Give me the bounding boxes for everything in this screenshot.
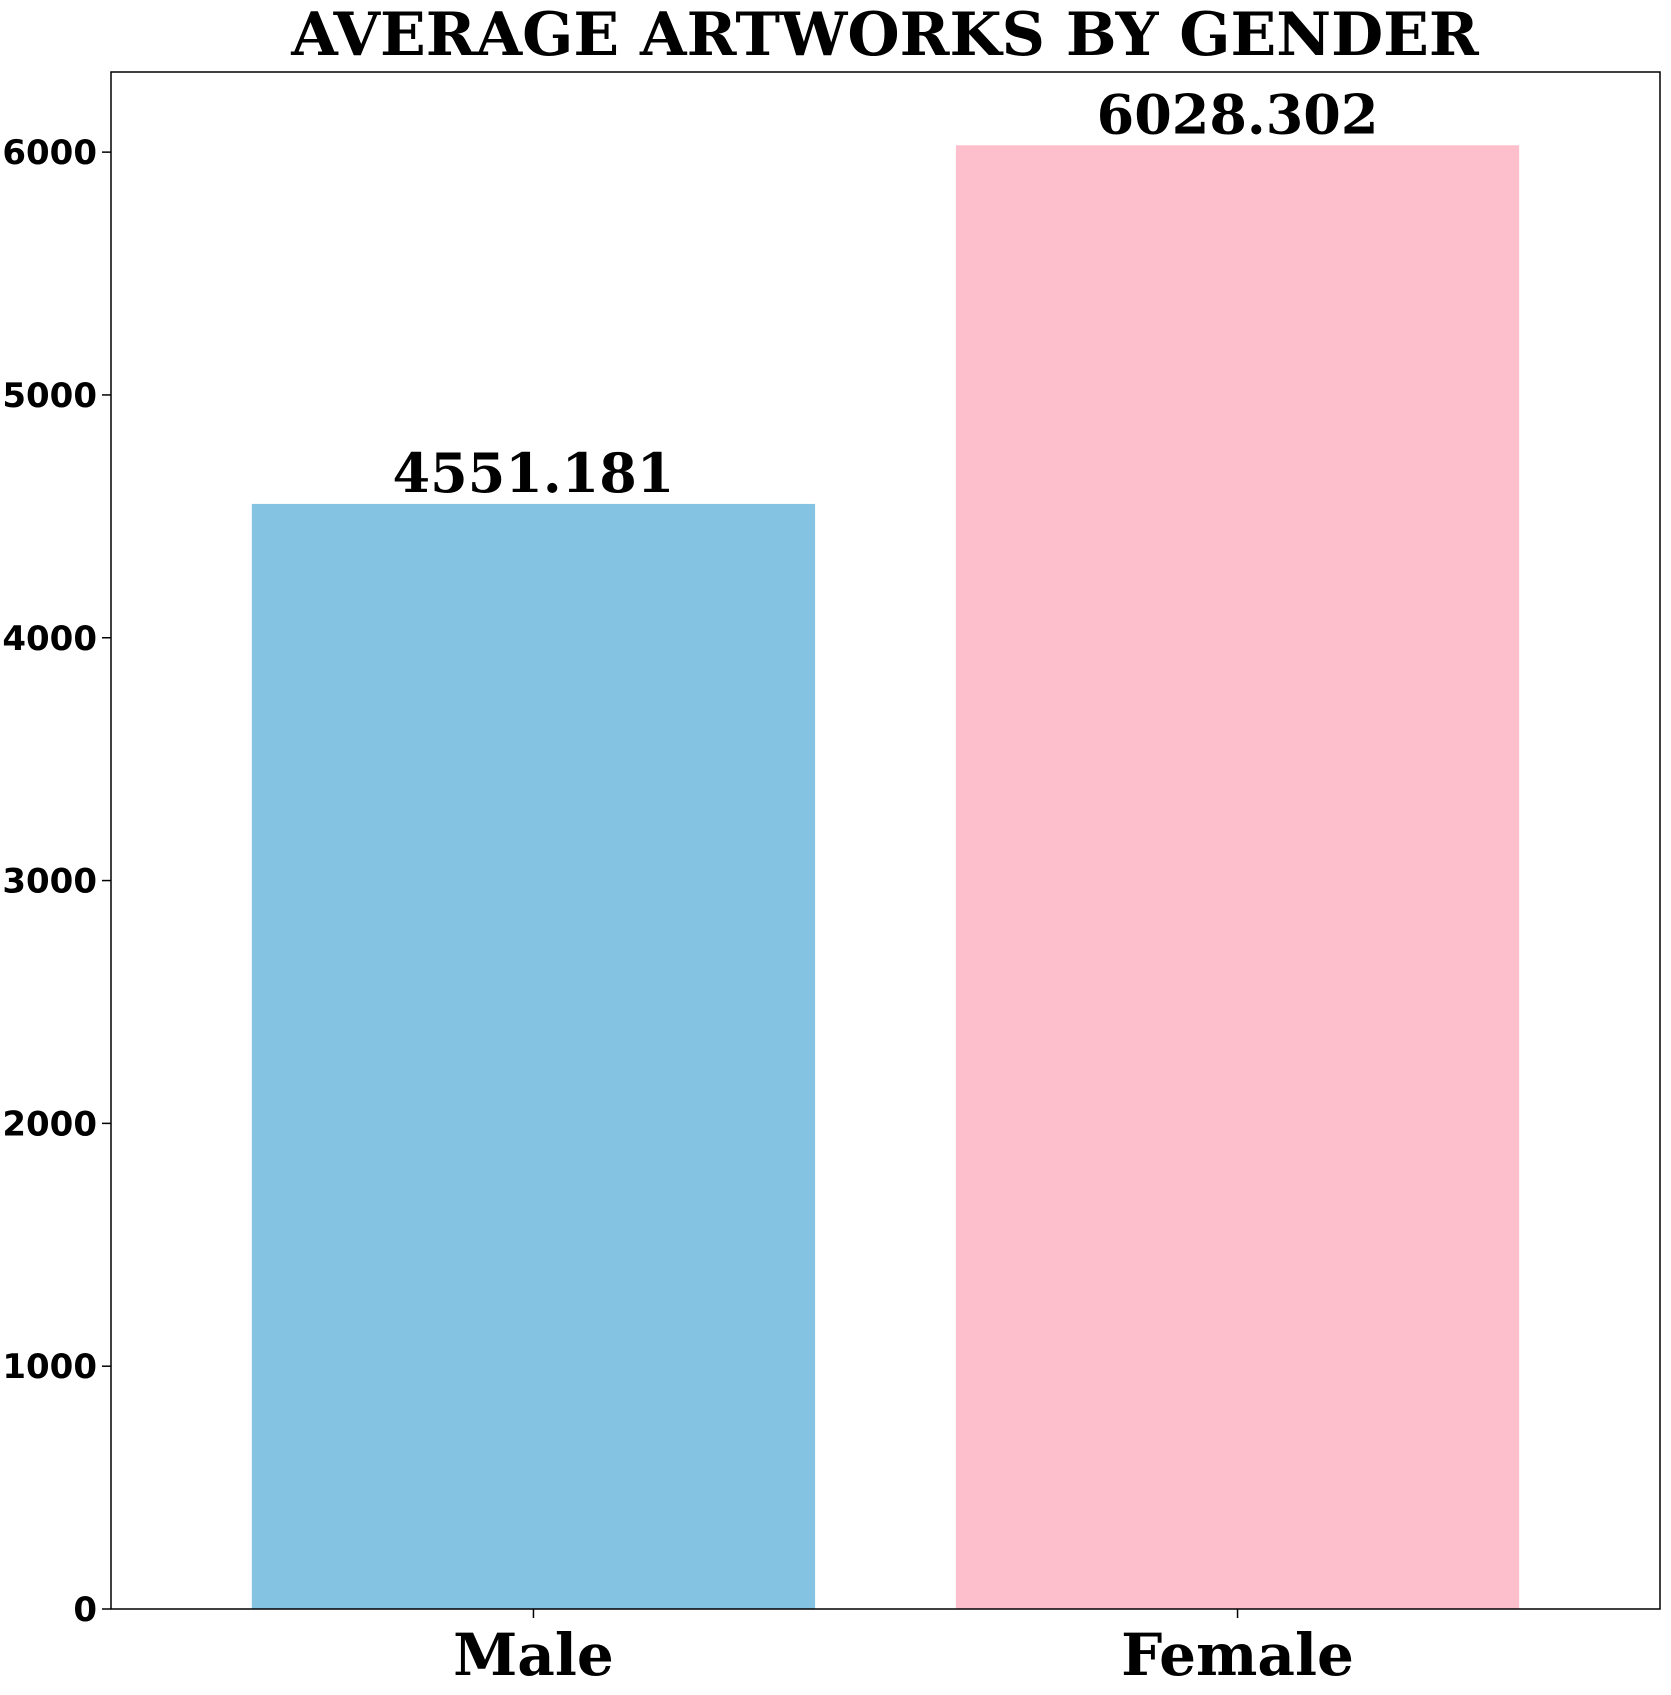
y-tick-label: 0 bbox=[73, 1590, 97, 1630]
x-tick-label-female: Female bbox=[1121, 1621, 1354, 1689]
chart-title: AVERAGE ARTWORKS BY GENDER bbox=[290, 0, 1480, 70]
bar-series bbox=[251, 145, 1520, 1610]
y-tick-label: 3000 bbox=[2, 862, 97, 902]
data-label-female: 6028.302 bbox=[1097, 82, 1379, 146]
y-tick-label: 4000 bbox=[2, 619, 97, 659]
y-tick-label: 6000 bbox=[2, 133, 97, 173]
y-axis: 0 1000 2000 3000 4000 5000 6000 bbox=[2, 133, 111, 1630]
x-axis: Male Female bbox=[453, 1609, 1354, 1689]
x-tick-label-male: Male bbox=[453, 1621, 614, 1689]
data-label-male: 4551.181 bbox=[393, 441, 675, 505]
bar-female bbox=[955, 145, 1520, 1610]
plot-frame bbox=[110, 71, 1661, 1610]
y-tick-label: 2000 bbox=[2, 1104, 97, 1144]
data-labels: 4551.181 6028.302 bbox=[393, 82, 1379, 505]
bar-male bbox=[251, 503, 816, 1610]
y-tick-label: 5000 bbox=[2, 376, 97, 416]
y-tick-label: 1000 bbox=[2, 1347, 97, 1387]
